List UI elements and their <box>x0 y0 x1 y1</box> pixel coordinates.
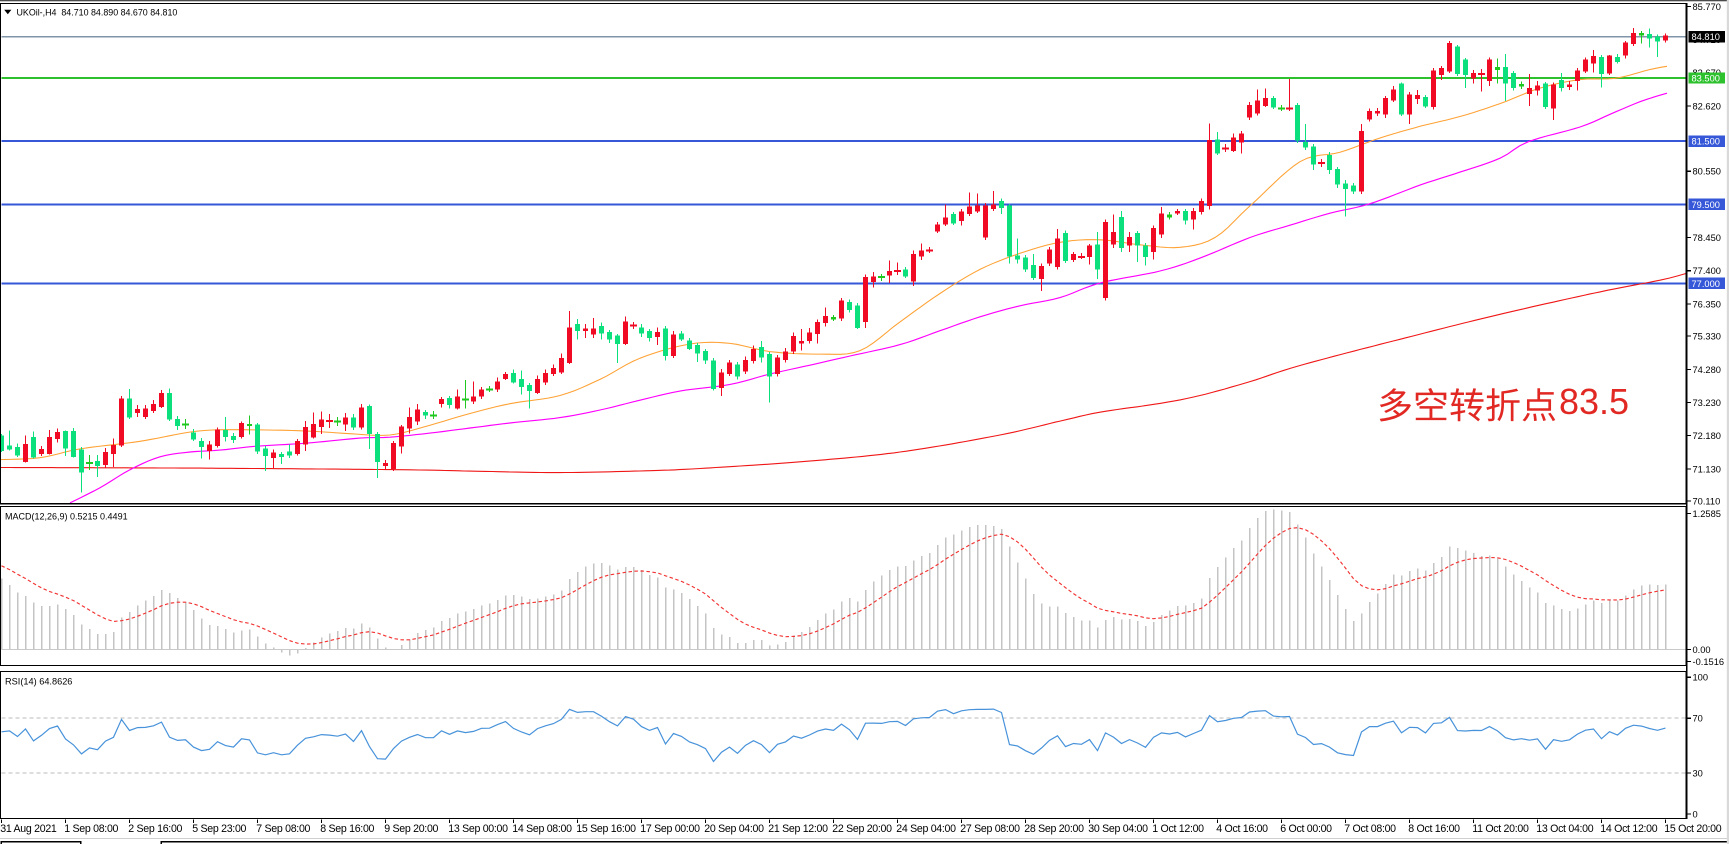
svg-text:100: 100 <box>1693 673 1709 683</box>
svg-text:RSI(14) 64.8626: RSI(14) 64.8626 <box>5 677 72 687</box>
svg-text:0.00: 0.00 <box>1693 645 1711 655</box>
svg-text:77.000: 77.000 <box>1692 279 1720 289</box>
svg-text:79.500: 79.500 <box>1692 200 1720 210</box>
svg-text:7 Oct 08:00: 7 Oct 08:00 <box>1344 823 1396 835</box>
svg-text:78.450: 78.450 <box>1693 233 1721 243</box>
svg-text:31 Aug 2021: 31 Aug 2021 <box>0 823 57 835</box>
svg-text:1.2585: 1.2585 <box>1693 509 1721 519</box>
svg-text:8 Sep 16:00: 8 Sep 16:00 <box>320 823 374 835</box>
svg-text:9 Sep 20:00: 9 Sep 20:00 <box>384 823 438 835</box>
svg-text:8 Oct 16:00: 8 Oct 16:00 <box>1408 823 1460 835</box>
svg-text:11 Oct 20:00: 11 Oct 20:00 <box>1472 823 1529 835</box>
svg-text:77.400: 77.400 <box>1693 266 1721 276</box>
svg-text:15 Sep 16:00: 15 Sep 16:00 <box>576 823 636 835</box>
svg-text:21 Sep 12:00: 21 Sep 12:00 <box>768 823 828 835</box>
svg-text:7 Sep 08:00: 7 Sep 08:00 <box>256 823 310 835</box>
svg-text:17 Sep 00:00: 17 Sep 00:00 <box>640 823 700 835</box>
svg-text:30: 30 <box>1693 768 1703 778</box>
svg-text:24 Sep 04:00: 24 Sep 04:00 <box>896 823 956 835</box>
svg-text:14 Sep 08:00: 14 Sep 08:00 <box>512 823 572 835</box>
svg-text:2 Sep 16:00: 2 Sep 16:00 <box>128 823 182 835</box>
svg-text:UKOil-,H4 84.710 84.890 84.67: UKOil-,H4 84.710 84.890 84.670 84.810 <box>17 7 178 17</box>
svg-text:85.770: 85.770 <box>1693 2 1721 12</box>
svg-text:76.350: 76.350 <box>1693 299 1721 309</box>
svg-text:6 Oct 00:00: 6 Oct 00:00 <box>1280 823 1332 835</box>
svg-text:0: 0 <box>1693 809 1698 819</box>
svg-text:70.110: 70.110 <box>1693 497 1721 507</box>
svg-text:MACD(12,26,9) 0.5215 0.4491: MACD(12,26,9) 0.5215 0.4491 <box>5 512 128 522</box>
svg-text:80.550: 80.550 <box>1693 167 1721 177</box>
svg-text:20 Sep 04:00: 20 Sep 04:00 <box>704 823 764 835</box>
svg-text:71.130: 71.130 <box>1693 464 1721 474</box>
svg-text:15 Oct 20:00: 15 Oct 20:00 <box>1664 823 1721 835</box>
svg-text:82.620: 82.620 <box>1693 101 1721 111</box>
svg-text:84.810: 84.810 <box>1692 32 1720 42</box>
svg-text:70: 70 <box>1693 714 1703 724</box>
svg-text:73.230: 73.230 <box>1693 398 1721 408</box>
svg-text:27 Sep 08:00: 27 Sep 08:00 <box>960 823 1020 835</box>
svg-text:22 Sep 20:00: 22 Sep 20:00 <box>832 823 892 835</box>
svg-text:1 Sep 08:00: 1 Sep 08:00 <box>64 823 118 835</box>
svg-text:4 Oct 16:00: 4 Oct 16:00 <box>1216 823 1268 835</box>
svg-text:30 Sep 04:00: 30 Sep 04:00 <box>1088 823 1148 835</box>
svg-text:13 Sep 00:00: 13 Sep 00:00 <box>448 823 508 835</box>
svg-text:72.180: 72.180 <box>1693 431 1721 441</box>
svg-text:5 Sep 23:00: 5 Sep 23:00 <box>192 823 246 835</box>
svg-text:1 Oct 12:00: 1 Oct 12:00 <box>1152 823 1204 835</box>
svg-text:28 Sep 20:00: 28 Sep 20:00 <box>1024 823 1084 835</box>
svg-text:-0.1516: -0.1516 <box>1693 657 1725 667</box>
svg-text:14 Oct 12:00: 14 Oct 12:00 <box>1600 823 1657 835</box>
svg-text:75.330: 75.330 <box>1693 332 1721 342</box>
svg-text:83.5: 83.5 <box>1559 381 1629 422</box>
svg-text:81.500: 81.500 <box>1692 137 1720 147</box>
svg-text:13 Oct 04:00: 13 Oct 04:00 <box>1536 823 1593 835</box>
svg-text:83.500: 83.500 <box>1692 74 1720 84</box>
svg-text:74.280: 74.280 <box>1693 365 1721 375</box>
